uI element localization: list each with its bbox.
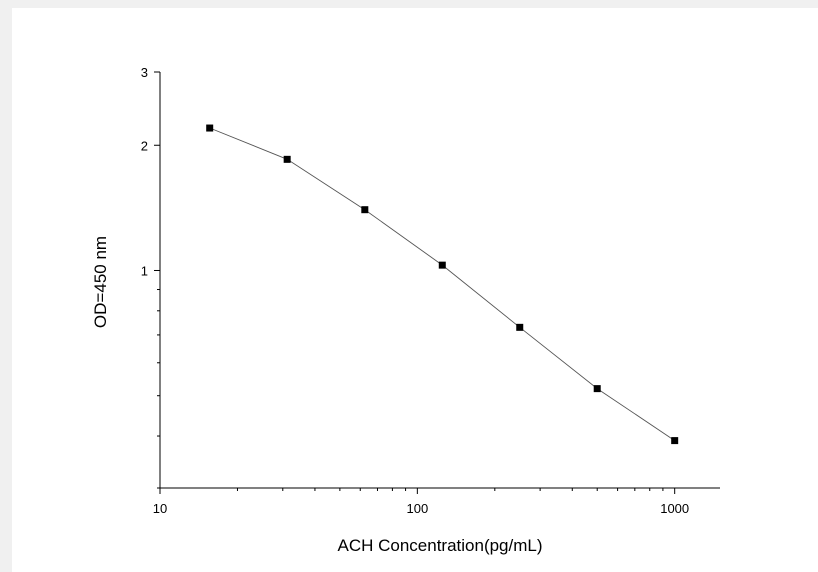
data-point — [361, 206, 369, 214]
data-point — [671, 437, 679, 445]
y-tick-label: 3 — [141, 65, 148, 80]
x-axis-title: ACH Concentration(pg/mL) — [337, 536, 542, 555]
x-tick-label: 100 — [406, 501, 428, 516]
y-axis-title: OD=450 nm — [91, 236, 110, 328]
x-tick-label: 1000 — [660, 501, 689, 516]
y-tick-label: 2 — [141, 138, 148, 153]
y-tick-label: 1 — [141, 263, 148, 278]
fit-curve — [209, 127, 675, 441]
data-point — [283, 155, 291, 163]
x-tick-label: 10 — [153, 501, 167, 516]
data-point — [206, 124, 214, 132]
data-point — [516, 323, 524, 331]
chart-panel — [12, 8, 818, 572]
ticks: 10 100 1000 1 2 3 — [141, 65, 689, 516]
data-point — [438, 261, 446, 269]
points — [206, 124, 679, 445]
axes — [159, 72, 720, 489]
data-point — [593, 385, 601, 393]
curve — [209, 127, 675, 441]
